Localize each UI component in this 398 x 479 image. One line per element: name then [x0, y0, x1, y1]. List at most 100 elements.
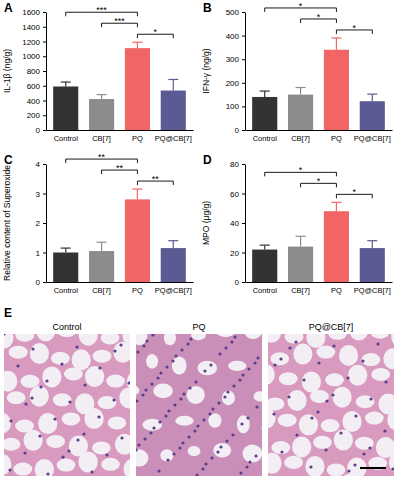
nucleus — [127, 381, 130, 384]
nucleus — [331, 393, 334, 396]
error-cap — [296, 236, 306, 237]
alveolus — [339, 345, 358, 366]
bar — [252, 250, 277, 282]
nucleus — [143, 437, 146, 440]
panel-bar: C01234ControlCB[7]PQPQ@CB[7]******Relati… — [2, 152, 194, 295]
significance-label: * — [317, 12, 321, 22]
x-tick-label: PQ@CB[7] — [155, 134, 192, 143]
alveolus — [62, 412, 81, 425]
nucleus — [136, 448, 138, 451]
x-tick-label: PQ@CB[7] — [354, 286, 391, 295]
error-bar — [331, 202, 341, 211]
x-tick-label: CB[7] — [291, 286, 310, 295]
alveolus — [4, 334, 14, 349]
error-cap — [331, 37, 341, 38]
y-tick-label: 400 — [27, 97, 41, 106]
figure: A02004006008001000120014001600ControlCB[… — [0, 0, 398, 479]
plot: 02004006008001000120014001600ControlCB[7… — [22, 5, 193, 143]
histology-image — [268, 334, 394, 476]
x-tick-label: CB[7] — [92, 286, 111, 295]
x-axis: ControlCB[7]PQPQ@CB[7] — [47, 282, 194, 295]
nucleus — [180, 348, 183, 351]
nucleus — [150, 382, 153, 385]
nucleus — [279, 357, 282, 360]
alveolus — [92, 441, 111, 454]
alveolus — [328, 334, 347, 340]
alveolus — [101, 458, 120, 471]
y-tick-label: 1 — [36, 249, 41, 258]
bar — [360, 248, 385, 282]
plot: 0100200300400500ControlCB[7]PQPQ@CB[7]**… — [226, 1, 393, 143]
significance-bracket: * — [265, 1, 337, 12]
nucleus — [383, 429, 386, 432]
y-tick-label: 1000 — [22, 52, 40, 61]
nucleus — [195, 473, 198, 476]
nucleus — [208, 412, 211, 415]
y-tick-mark — [242, 106, 245, 107]
nucleus — [188, 386, 191, 389]
x-tick: PQ — [132, 130, 143, 143]
alveolus — [270, 352, 289, 365]
alveolus — [216, 334, 236, 337]
error-stem — [336, 202, 337, 211]
error-cap — [367, 240, 377, 241]
error-bar — [168, 79, 178, 90]
nucleus — [136, 350, 139, 353]
alveolus — [113, 342, 130, 363]
significance-label: * — [154, 27, 158, 37]
y-tick-mark — [242, 83, 245, 84]
alveolus — [316, 346, 335, 359]
nucleus — [8, 468, 11, 471]
alveolus — [153, 384, 173, 399]
nucleus — [226, 390, 229, 393]
nucleus — [171, 359, 174, 362]
error-bar — [296, 236, 306, 246]
alveolus — [101, 334, 120, 344]
alveolus — [93, 350, 112, 363]
y-tick: 200 — [27, 111, 46, 120]
significance-bracket: * — [265, 165, 337, 176]
y-tick-label: 500 — [226, 8, 240, 17]
nucleus — [82, 432, 85, 435]
marks — [252, 38, 385, 130]
alveolus — [287, 390, 306, 411]
y-tick-mark — [242, 130, 245, 131]
nucleus — [164, 414, 167, 417]
bar — [324, 211, 349, 282]
x-tick: PQ@CB[7] — [354, 282, 391, 295]
y-tick-mark — [242, 36, 245, 37]
error-bar — [97, 95, 107, 99]
nucleus — [142, 344, 145, 347]
x-tick-label: PQ — [331, 286, 342, 295]
error-cap — [168, 79, 178, 80]
y-tick: 1000 — [22, 52, 46, 61]
y-axis-title: Relative content of Superoxide — [2, 165, 12, 281]
x-tick-label: PQ — [132, 134, 143, 143]
y-tick-mark — [43, 12, 46, 13]
alveolus — [124, 458, 130, 476]
nucleus — [24, 402, 27, 405]
y-tick: 200 — [226, 79, 245, 88]
alveolus — [387, 410, 394, 431]
nucleus — [149, 431, 152, 434]
y-tick: 0 — [235, 278, 245, 287]
alveolus — [57, 459, 76, 472]
marks — [252, 202, 385, 282]
x-tick-label: PQ — [331, 134, 342, 143]
significance-label: ** — [152, 174, 160, 184]
nucleus — [211, 407, 214, 410]
error-stem — [101, 242, 102, 251]
nucleus — [288, 346, 291, 349]
nucleus — [272, 412, 275, 415]
nucleus — [230, 340, 233, 343]
error-bar — [296, 88, 306, 95]
x-tick-label: Control — [253, 134, 278, 143]
image-caption: Control — [52, 322, 81, 332]
y-axis-line — [245, 13, 246, 131]
y-tick: 400 — [226, 32, 245, 41]
alveolus — [115, 434, 130, 455]
significance-label: * — [353, 187, 357, 197]
nucleus — [280, 450, 283, 453]
alveolus — [122, 334, 130, 346]
alveolus — [284, 456, 303, 469]
